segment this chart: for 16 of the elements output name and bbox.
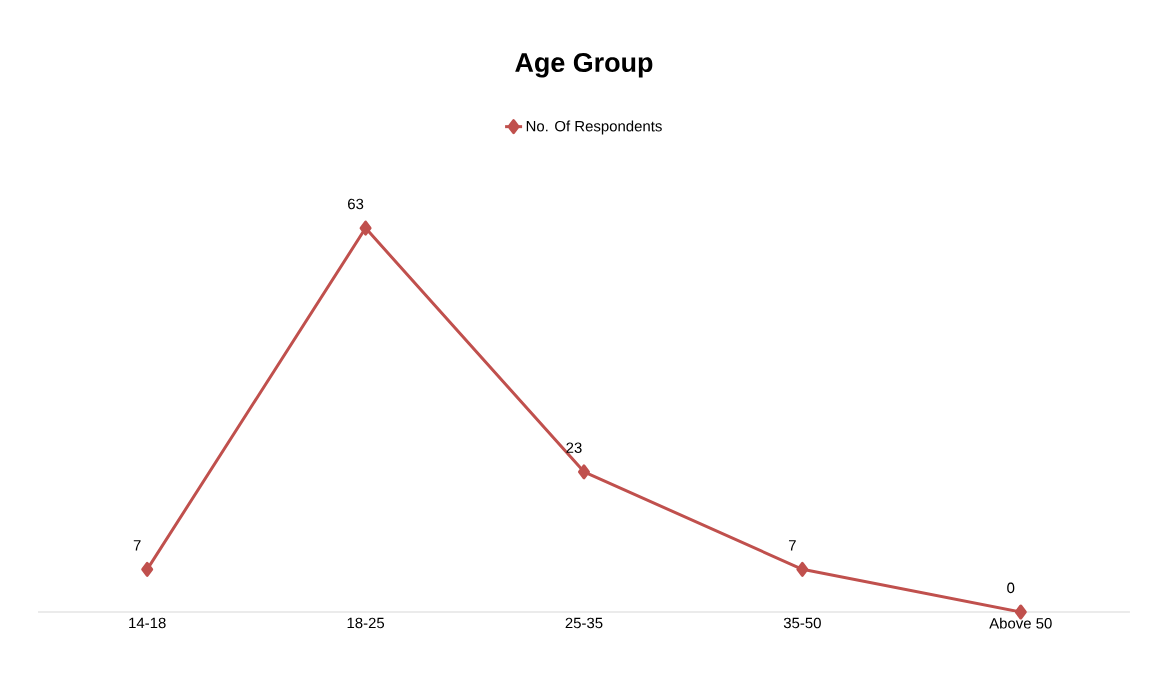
data-label: 63 — [348, 198, 364, 210]
x-tick-label: Above 50 — [989, 617, 1052, 629]
data-label: 23 — [566, 442, 582, 454]
point — [359, 220, 372, 236]
point — [141, 561, 154, 577]
x-tick-label: 35-50 — [783, 617, 821, 629]
legend-label: No. Of Respondents — [526, 120, 662, 135]
data-label: 0 — [1007, 582, 1015, 594]
x-tick-label: 25-35 — [565, 617, 603, 629]
chart-title: Age Group — [515, 53, 653, 78]
data-label: 7 — [788, 540, 796, 551]
x-tick-label: 18-25 — [347, 617, 385, 629]
point — [796, 561, 809, 577]
point — [577, 464, 590, 480]
x-tick-label: 14-18 — [129, 617, 166, 629]
data-label: 7 — [133, 540, 141, 551]
